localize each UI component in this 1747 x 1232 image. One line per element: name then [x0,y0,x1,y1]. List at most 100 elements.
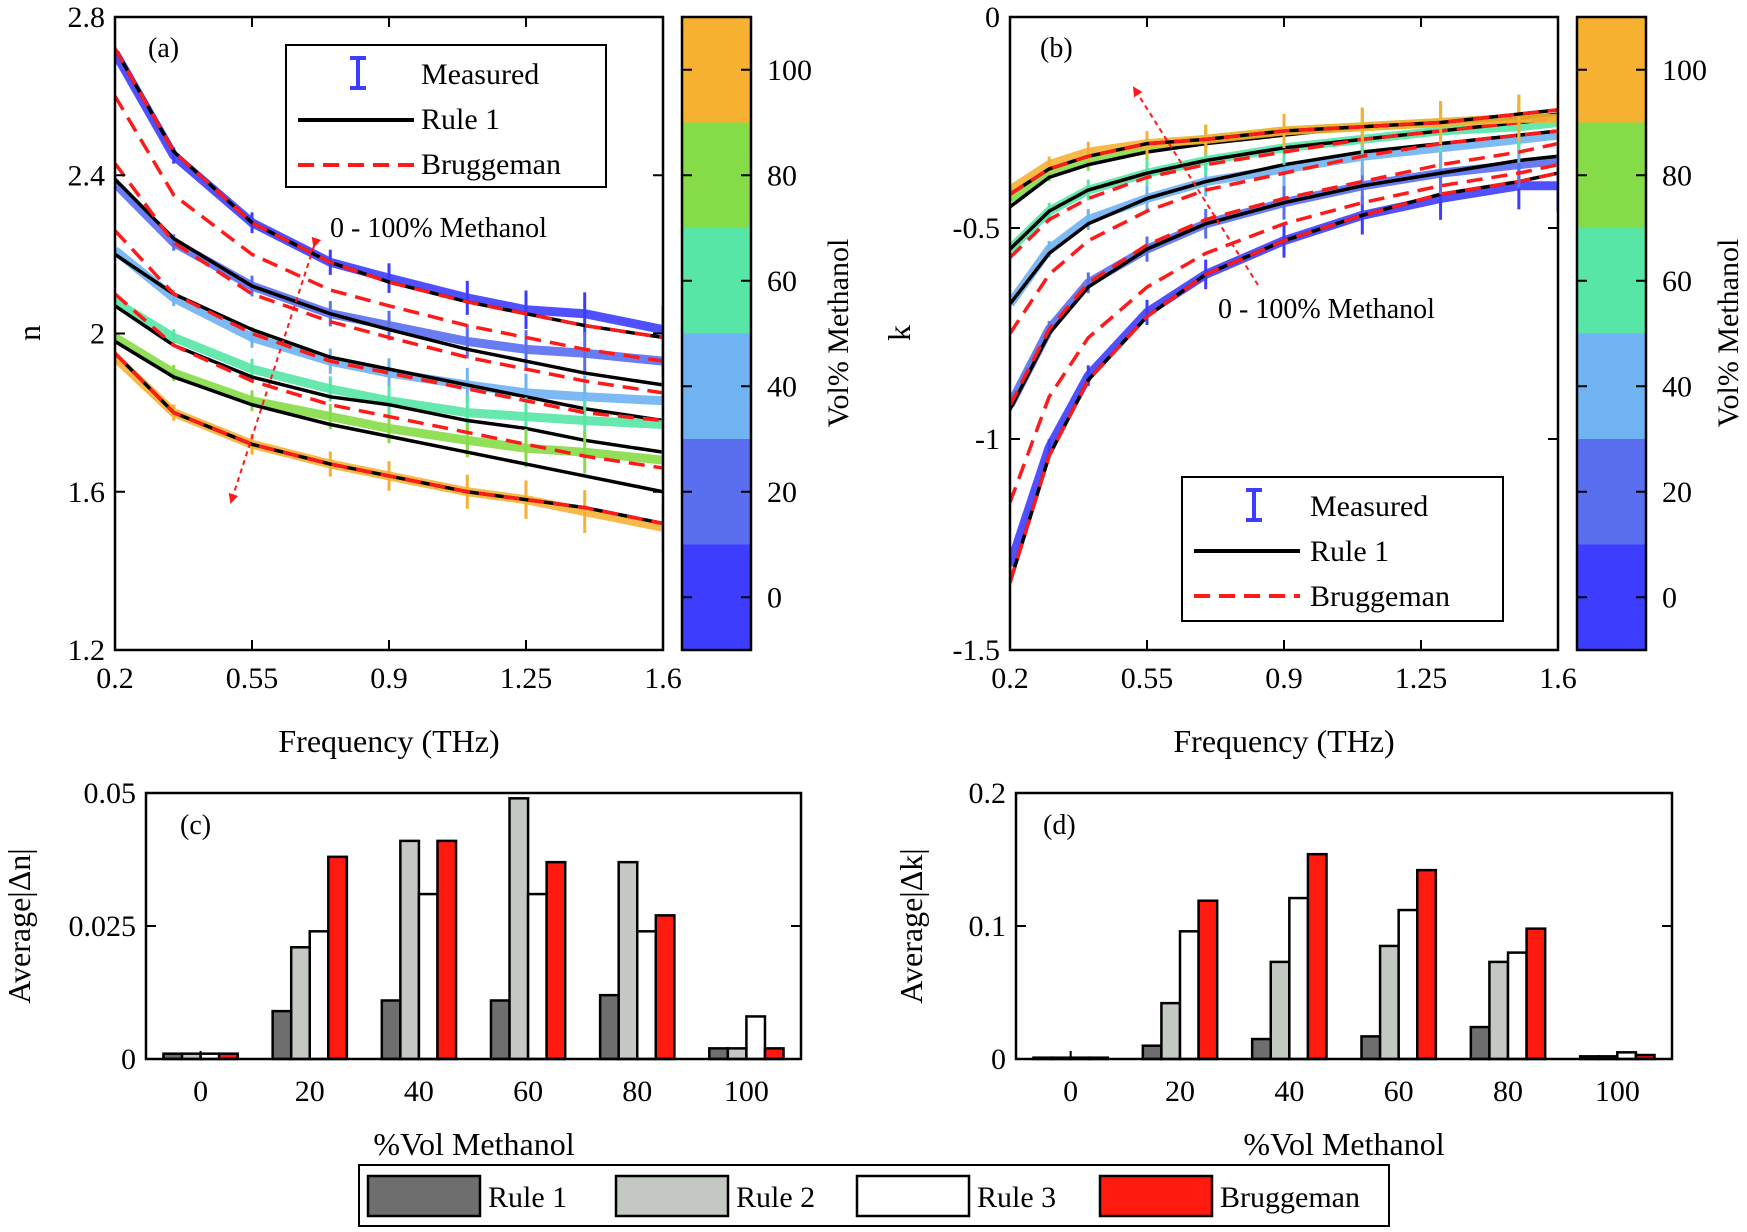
panel-a-xtick-label: 1.25 [500,662,553,695]
bar-legend-rule1-label: Rule 1 [488,1181,567,1214]
panel-b-xlabel: Frequency (THz) [1173,723,1394,759]
panel-b-xtick-label: 0.55 [1121,662,1174,695]
colorbar-b-tick-label: 40 [1662,370,1692,403]
colorbar-a-tick-label: 80 [767,159,797,192]
panel-c: 0 20 40 60 80 100 0 0.025 0.05 (c) %Vol Methanol… [1,777,803,1162]
colorbar-b-tick-label: 0 [1662,581,1677,614]
panel-b: 0.2 0.55 0.9 1.25 1.6 -1.5 -1 -0.5 0 (b) Frequen… [881,1,1577,759]
panel-d-bar-rule-3-60 [1397,908,1419,1061]
colorbar-a-band-20 [682,439,751,545]
panel-d-bar-rule-2-80 [1488,960,1510,1061]
panel-a-xtick-label: 0.9 [370,662,408,695]
panel-c-bars [162,797,785,1061]
panel-a-xtick-label: 0.2 [96,662,134,695]
panel-d-ytick-label: 0.2 [969,777,1007,810]
panel-c-axes-box [144,791,803,1061]
panel-a-xtick-label: 1.6 [644,662,682,695]
panel-b-trend-arrow [1132,86,1259,286]
panel-d-ytick-label: 0.1 [969,910,1007,943]
panel-c-bar-bruggeman-60 [545,860,567,1061]
panel-c-bar-rule-3-40 [417,892,439,1061]
panel-c-xtick-label: 60 [513,1075,543,1108]
legend-b-bruggeman-label: Bruggeman [1310,580,1450,613]
panel-b-ytick-label: 0 [985,1,1000,34]
panel-d-bar-rule-3-80 [1506,951,1528,1061]
colorbar-a-band-100 [682,17,751,123]
panel-d-bar-rule-1-60 [1360,1035,1382,1061]
panel-a-ytick-label: 1.2 [68,634,106,667]
panel-b-xtick-label: 1.6 [1539,662,1577,695]
panel-d-axes-box [1014,791,1674,1061]
bar-legend: Rule 1 Rule 2 Rule 3 Bruggeman [358,1164,1390,1227]
panel-b-xtick-label: 0.2 [991,662,1029,695]
panel-b-annotation: 0 - 100% Methanol [1218,294,1435,325]
panel-c-bar-rule-2-60 [508,797,530,1061]
colorbar-b: 0 20 40 60 80 100 Vol% Methanol [1575,15,1745,652]
panel-c-bar-rule-3-100 [745,1015,767,1061]
colorbar-b-band-40 [1577,333,1646,439]
panel-b-bruggeman-60% [1010,129,1558,335]
panel-a-bruggeman-40% [115,162,663,395]
bar-legend-rule2-swatch [614,1174,730,1218]
panel-a-ticks: 0.2 0.55 0.9 1.25 1.6 1.2 1.6 2 2.4 2.8 [68,1,682,695]
panel-d-ylabel: Average|Δk| [893,848,929,1003]
panel-b-bruggeman-100% [1010,108,1558,196]
colorbar-a-ticks: 0 20 40 60 80 100 [682,54,812,614]
panel-c-bar-bruggeman-80 [654,914,676,1061]
panel-b-rule1-20% [1010,154,1558,411]
legend-rule1-label: Rule 1 [421,103,500,136]
panel-c-ytick-label: 0.025 [69,910,137,943]
panel-a: 0.2 0.55 0.9 1.25 1.6 1.2 1.6 2 2.4 2.8 (a) Frequ… [11,1,682,759]
panel-b-ticks: 0.2 0.55 0.9 1.25 1.6 -1.5 -1 -0.5 0 [953,1,1577,695]
panel-b-ytick-label: -0.5 [953,212,1001,245]
panel-c-bar-rule-3-60 [526,892,548,1061]
panel-a-ytick-label: 1.6 [68,476,106,509]
legend-b-rule1-label: Rule 1 [1310,535,1389,568]
panel-d-ytick-label: 0 [991,1043,1006,1076]
legend-b-measured-label: Measured [1310,490,1428,523]
panel-d-xtick-label: 20 [1165,1075,1195,1108]
panel-b-label: (b) [1040,33,1073,64]
colorbar-a-tick-label: 40 [767,370,797,403]
panel-c-xtick-label: 80 [622,1075,652,1108]
panel-b-ytick-label: -1 [975,423,1000,456]
panel-d: 0 20 40 60 80 100 0 0.1 0.2 (d) %Vol Methanol Av… [893,777,1674,1162]
panel-d-bar-rule-2-60 [1378,944,1400,1061]
panel-b-rule1-60% [1010,116,1558,251]
panel-a-bruggeman-0% [115,47,663,340]
panel-b-ylabel: k [881,325,917,341]
panel-a-rule1-80% [115,339,663,494]
colorbar-a: 0 20 40 60 80 100 Vol% Methanol [680,15,855,652]
colorbar-b-tick-label: 80 [1662,159,1692,192]
colorbar-b-bands [1577,17,1646,650]
colorbar-b-band-80 [1577,122,1646,228]
legend-measured-label: Measured [421,58,539,91]
colorbar-b-label: Vol% Methanol [1712,239,1745,428]
panel-c-ticks: 0 20 40 60 80 100 0 0.025 0.05 [69,777,801,1108]
panel-c-bar-bruggeman-20 [327,855,349,1061]
colorbar-b-ticks: 0 20 40 60 80 100 [1577,54,1707,614]
panel-b-bruggeman-20% [1010,162,1558,503]
bar-legend-rule2-label: Rule 2 [736,1181,815,1214]
bar-legend-rule3-label: Rule 3 [977,1181,1056,1214]
colorbar-a-band-0 [682,544,751,650]
bar-legend-bruggeman-swatch [1098,1174,1214,1218]
panel-d-bar-rule-2-20 [1160,1001,1182,1061]
panel-a-bruggeman-80% [115,292,663,470]
panel-b-xtick-label: 1.25 [1395,662,1448,695]
panel-c-xtick-label: 100 [724,1075,769,1108]
panel-c-bar-rule-3-80 [636,930,658,1061]
colorbar-b-tick-label: 60 [1662,265,1692,298]
colorbar-a-band-60 [682,228,751,334]
panel-a-ytick-label: 2.8 [68,1,106,34]
panel-b-bruggeman-80% [1010,116,1558,259]
panel-a-bruggeman-100% [115,352,663,526]
panel-a-label: (a) [148,33,179,64]
panel-c-xtick-label: 20 [295,1075,325,1108]
panel-b-xtick-label: 0.9 [1265,662,1303,695]
colorbar-b-tick-label: 100 [1662,54,1707,87]
panel-c-ytick-label: 0.05 [84,777,137,810]
panel-d-ticks: 0 20 40 60 80 100 0 0.1 0.2 [969,777,1672,1108]
colorbar-a-bands [682,17,751,650]
